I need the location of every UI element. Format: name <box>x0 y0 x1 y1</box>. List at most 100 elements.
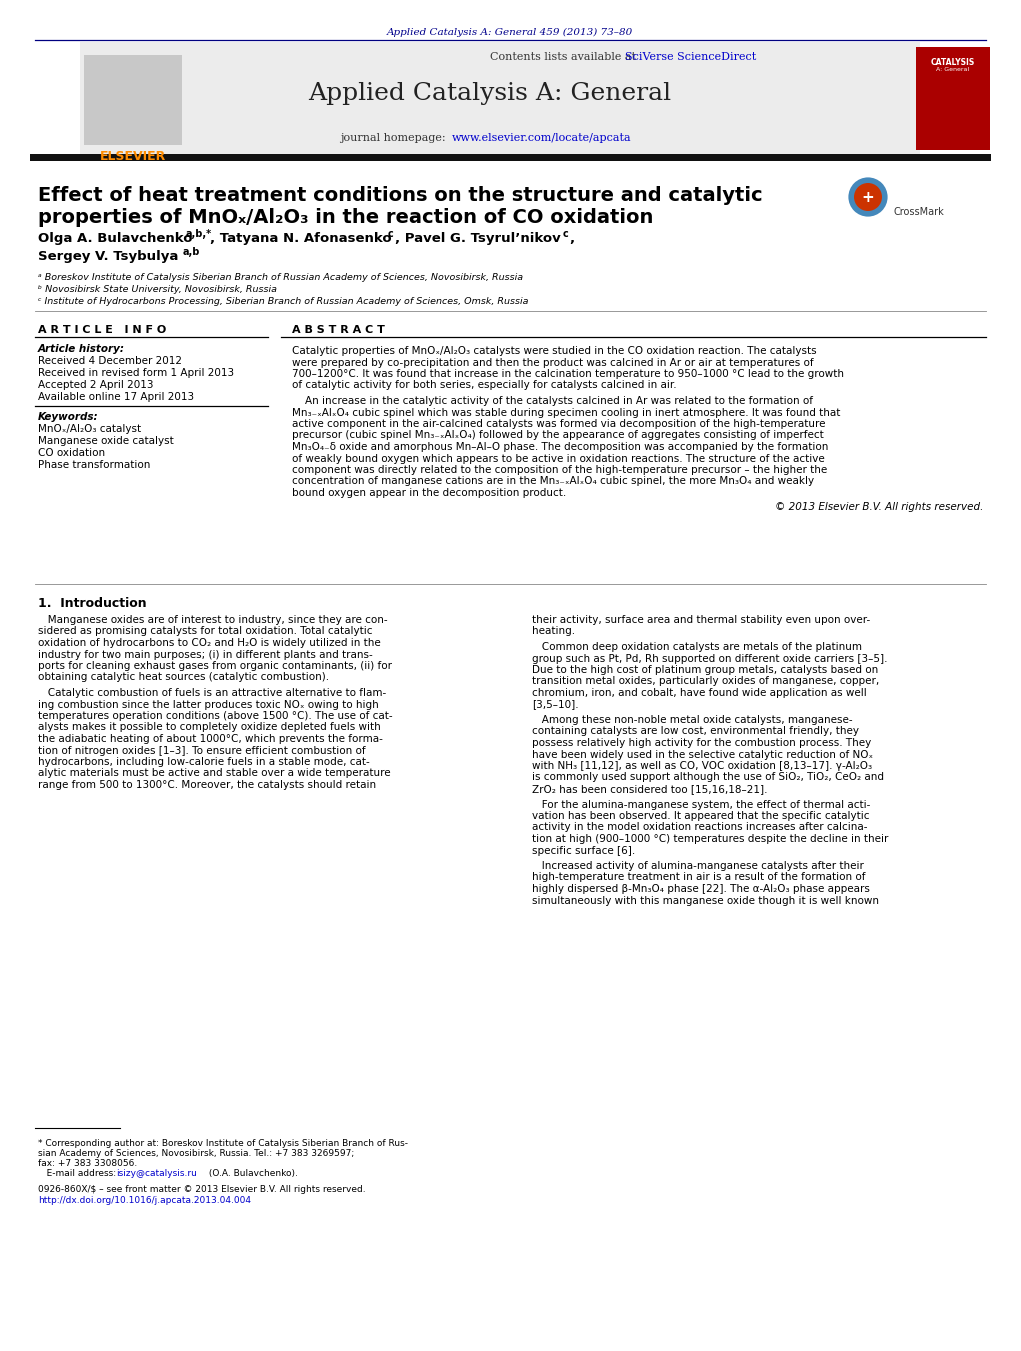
Text: ZrO₂ has been considered too [15,16,18–21].: ZrO₂ has been considered too [15,16,18–2… <box>532 784 768 794</box>
Text: © 2013 Elsevier B.V. All rights reserved.: © 2013 Elsevier B.V. All rights reserved… <box>775 503 983 512</box>
Text: group such as Pt, Pd, Rh supported on different oxide carriers [3–5].: group such as Pt, Pd, Rh supported on di… <box>532 654 887 663</box>
Text: Received in revised form 1 April 2013: Received in revised form 1 April 2013 <box>38 367 234 378</box>
Text: 700–1200°C. It was found that increase in the calcination temperature to 950–100: 700–1200°C. It was found that increase i… <box>292 369 844 380</box>
Text: E-mail address:: E-mail address: <box>38 1169 119 1178</box>
Text: ports for cleaning exhaust gases from organic contaminants, (ii) for: ports for cleaning exhaust gases from or… <box>38 661 392 671</box>
Text: simultaneously with this manganese oxide though it is well known: simultaneously with this manganese oxide… <box>532 896 879 905</box>
Text: 0926-860X/$ – see front matter © 2013 Elsevier B.V. All rights reserved.: 0926-860X/$ – see front matter © 2013 El… <box>38 1185 366 1194</box>
Text: of catalytic activity for both series, especially for catalysts calcined in air.: of catalytic activity for both series, e… <box>292 381 677 390</box>
Text: heating.: heating. <box>532 627 575 636</box>
Text: highly dispersed β-Mn₃O₄ phase [22]. The α-Al₂O₃ phase appears: highly dispersed β-Mn₃O₄ phase [22]. The… <box>532 884 870 894</box>
Text: ᶜ Institute of Hydrocarbons Processing, Siberian Branch of Russian Academy of Sc: ᶜ Institute of Hydrocarbons Processing, … <box>38 297 529 305</box>
Bar <box>30 154 991 161</box>
Text: have been widely used in the selective catalytic reduction of NOₓ: have been widely used in the selective c… <box>532 750 873 759</box>
Text: Accepted 2 April 2013: Accepted 2 April 2013 <box>38 380 153 390</box>
Text: Keywords:: Keywords: <box>38 412 99 422</box>
Text: Effect of heat treatment conditions on the structure and catalytic: Effect of heat treatment conditions on t… <box>38 186 763 205</box>
Text: containing catalysts are low cost, environmental friendly, they: containing catalysts are low cost, envir… <box>532 727 859 736</box>
Text: hydrocarbons, including low-calorie fuels in a stable mode, cat-: hydrocarbons, including low-calorie fuel… <box>38 757 370 767</box>
Text: active component in the air-calcined catalysts was formed via decomposition of t: active component in the air-calcined cat… <box>292 419 826 430</box>
Text: tion at high (900–1000 °C) temperatures despite the decline in their: tion at high (900–1000 °C) temperatures … <box>532 834 888 844</box>
Text: SciVerse ScienceDirect: SciVerse ScienceDirect <box>625 51 757 62</box>
Bar <box>916 47 990 150</box>
Text: ELSEVIER: ELSEVIER <box>100 150 166 163</box>
Text: isizy@catalysis.ru: isizy@catalysis.ru <box>116 1169 197 1178</box>
Text: sidered as promising catalysts for total oxidation. Total catalytic: sidered as promising catalysts for total… <box>38 627 373 636</box>
Text: CATALYSIS: CATALYSIS <box>931 58 975 68</box>
Text: vation has been observed. It appeared that the specific catalytic: vation has been observed. It appeared th… <box>532 811 870 821</box>
Text: oxidation of hydrocarbons to CO₂ and H₂O is widely utilized in the: oxidation of hydrocarbons to CO₂ and H₂O… <box>38 638 381 648</box>
Text: , Pavel G. Tsyrul’nikov: , Pavel G. Tsyrul’nikov <box>395 232 561 245</box>
Text: 1.  Introduction: 1. Introduction <box>38 597 147 611</box>
Text: concentration of manganese cations are in the Mn₃₋ₓAlₓO₄ cubic spinel, the more : concentration of manganese cations are i… <box>292 477 814 486</box>
Text: of weakly bound oxygen which appears to be active in oxidation reactions. The st: of weakly bound oxygen which appears to … <box>292 454 825 463</box>
Text: Article history:: Article history: <box>38 345 125 354</box>
Text: tion of nitrogen oxides [1–3]. To ensure efficient combustion of: tion of nitrogen oxides [1–3]. To ensure… <box>38 746 366 755</box>
Text: Due to the high cost of platinum group metals, catalysts based on: Due to the high cost of platinum group m… <box>532 665 878 676</box>
Text: is commonly used support although the use of SiO₂, TiO₂, CeO₂ and: is commonly used support although the us… <box>532 773 884 782</box>
Text: An increase in the catalytic activity of the catalysts calcined in Ar was relate: An increase in the catalytic activity of… <box>292 396 813 407</box>
Text: possess relatively high activity for the combustion process. They: possess relatively high activity for the… <box>532 738 871 748</box>
Text: [3,5–10].: [3,5–10]. <box>532 700 579 709</box>
Text: c: c <box>388 230 394 239</box>
Text: their activity, surface area and thermal stability even upon over-: their activity, surface area and thermal… <box>532 615 870 626</box>
Circle shape <box>847 176 889 218</box>
Text: Phase transformation: Phase transformation <box>38 459 150 470</box>
Text: industry for two main purposes; (i) in different plants and trans-: industry for two main purposes; (i) in d… <box>38 650 373 659</box>
Text: For the alumina-manganese system, the effect of thermal acti-: For the alumina-manganese system, the ef… <box>532 800 870 809</box>
Text: Mn₃O₄₋δ oxide and amorphous Mn–Al–O phase. The decomposition was accompanied by : Mn₃O₄₋δ oxide and amorphous Mn–Al–O phas… <box>292 442 828 453</box>
Text: temperatures operation conditions (above 1500 °C). The use of cat-: temperatures operation conditions (above… <box>38 711 393 721</box>
Text: ᵃ Boreskov Institute of Catalysis Siberian Branch of Russian Academy of Sciences: ᵃ Boreskov Institute of Catalysis Siberi… <box>38 273 523 282</box>
Text: +: + <box>862 189 874 204</box>
Text: were prepared by co-precipitation and then the product was calcined in Ar or air: were prepared by co-precipitation and th… <box>292 358 814 367</box>
Text: Manganese oxides are of interest to industry, since they are con-: Manganese oxides are of interest to indu… <box>38 615 388 626</box>
Text: fax: +7 383 3308056.: fax: +7 383 3308056. <box>38 1159 137 1169</box>
Text: Among these non-noble metal oxide catalysts, manganese-: Among these non-noble metal oxide cataly… <box>532 715 853 725</box>
Circle shape <box>854 182 882 211</box>
Text: specific surface [6].: specific surface [6]. <box>532 846 635 855</box>
Text: Applied Catalysis A: General 459 (2013) 73–80: Applied Catalysis A: General 459 (2013) … <box>387 28 633 36</box>
Text: MnOₓ/Al₂O₃ catalyst: MnOₓ/Al₂O₃ catalyst <box>38 424 141 434</box>
Text: Mn₃₋ₓAlₓO₄ cubic spinel which was stable during specimen cooling in inert atmosp: Mn₃₋ₓAlₓO₄ cubic spinel which was stable… <box>292 408 840 417</box>
Text: www.elsevier.com/locate/apcata: www.elsevier.com/locate/apcata <box>452 132 632 143</box>
Text: Catalytic properties of MnOₓ/Al₂O₃ catalysts were studied in the CO oxidation re: Catalytic properties of MnOₓ/Al₂O₃ catal… <box>292 346 817 357</box>
Text: Manganese oxide catalyst: Manganese oxide catalyst <box>38 436 174 446</box>
Text: Applied Catalysis A: General: Applied Catalysis A: General <box>308 82 672 105</box>
Text: A: General: A: General <box>936 68 970 72</box>
Text: sian Academy of Sciences, Novosibirsk, Russia. Tel.: +7 383 3269597;: sian Academy of Sciences, Novosibirsk, R… <box>38 1148 354 1158</box>
Text: (O.A. Bulavchenko).: (O.A. Bulavchenko). <box>206 1169 298 1178</box>
Text: , Tatyana N. Afonasenko: , Tatyana N. Afonasenko <box>210 232 392 245</box>
Text: ᵇ Novosibirsk State University, Novosibirsk, Russia: ᵇ Novosibirsk State University, Novosibi… <box>38 285 277 295</box>
Text: Available online 17 April 2013: Available online 17 April 2013 <box>38 392 194 403</box>
Text: Catalytic combustion of fuels is an attractive alternative to flam-: Catalytic combustion of fuels is an attr… <box>38 688 386 698</box>
Text: Common deep oxidation catalysts are metals of the platinum: Common deep oxidation catalysts are meta… <box>532 642 862 653</box>
Text: precursor (cubic spinel Mn₃₋ₓAlₓO₄) followed by the appearance of aggregates con: precursor (cubic spinel Mn₃₋ₓAlₓO₄) foll… <box>292 431 824 440</box>
Text: c: c <box>563 230 569 239</box>
Text: a,b: a,b <box>183 247 200 257</box>
Text: transition metal oxides, particularly oxides of manganese, copper,: transition metal oxides, particularly ox… <box>532 677 879 686</box>
Text: component was directly related to the composition of the high-temperature precur: component was directly related to the co… <box>292 465 827 476</box>
Text: * Corresponding author at: Boreskov Institute of Catalysis Siberian Branch of Ru: * Corresponding author at: Boreskov Inst… <box>38 1139 408 1148</box>
Text: with NH₃ [11,12], as well as CO, VOC oxidation [8,13–17]. γ-Al₂O₃: with NH₃ [11,12], as well as CO, VOC oxi… <box>532 761 872 771</box>
Text: Increased activity of alumina-manganese catalysts after their: Increased activity of alumina-manganese … <box>532 861 864 871</box>
Bar <box>84 55 182 145</box>
Text: A R T I C L E   I N F O: A R T I C L E I N F O <box>38 326 166 335</box>
Text: a,b,*: a,b,* <box>186 230 212 239</box>
Text: high-temperature treatment in air is a result of the formation of: high-temperature treatment in air is a r… <box>532 873 866 882</box>
Text: journal homepage:: journal homepage: <box>340 132 449 143</box>
Text: http://dx.doi.org/10.1016/j.apcata.2013.04.004: http://dx.doi.org/10.1016/j.apcata.2013.… <box>38 1196 251 1205</box>
Text: activity in the model oxidation reactions increases after calcina-: activity in the model oxidation reaction… <box>532 823 868 832</box>
Text: A B S T R A C T: A B S T R A C T <box>292 326 385 335</box>
Text: bound oxygen appear in the decomposition product.: bound oxygen appear in the decomposition… <box>292 488 567 499</box>
Text: CO oxidation: CO oxidation <box>38 449 105 458</box>
Text: chromium, iron, and cobalt, have found wide application as well: chromium, iron, and cobalt, have found w… <box>532 688 867 698</box>
Text: CrossMark: CrossMark <box>893 207 943 218</box>
Text: Received 4 December 2012: Received 4 December 2012 <box>38 357 182 366</box>
Text: the adiabatic heating of about 1000°C, which prevents the forma-: the adiabatic heating of about 1000°C, w… <box>38 734 383 744</box>
Text: alysts makes it possible to completely oxidize depleted fuels with: alysts makes it possible to completely o… <box>38 723 381 732</box>
Text: Contents lists available at: Contents lists available at <box>490 51 639 62</box>
Text: ing combustion since the latter produces toxic NOₓ owing to high: ing combustion since the latter produces… <box>38 700 379 709</box>
Text: Sergey V. Tsybulya: Sergey V. Tsybulya <box>38 250 179 263</box>
Text: Olga A. Bulavchenko: Olga A. Bulavchenko <box>38 232 193 245</box>
Text: obtaining catalytic heat sources (catalytic combustion).: obtaining catalytic heat sources (cataly… <box>38 673 329 682</box>
